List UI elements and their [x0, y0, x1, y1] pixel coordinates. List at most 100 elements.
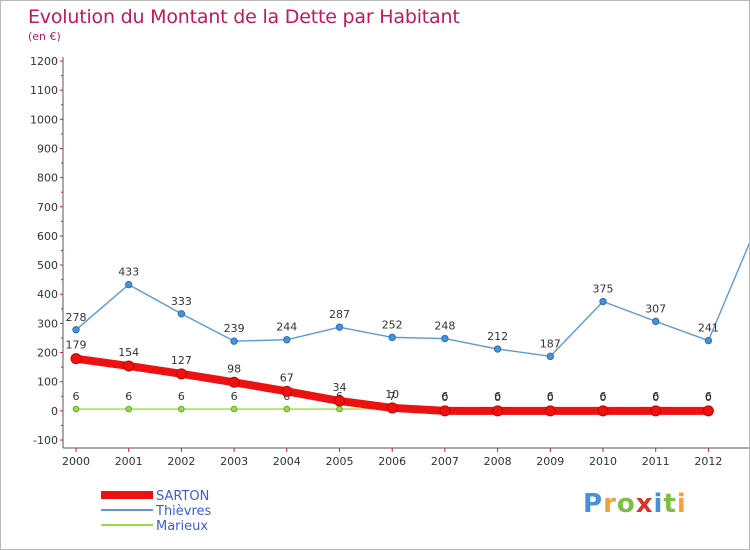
- data-label: 287: [329, 308, 350, 321]
- logo-letter: x: [635, 489, 654, 519]
- data-point: [72, 405, 80, 413]
- data-point: [334, 395, 345, 407]
- x-tick-label: 2006: [378, 455, 406, 468]
- series-line-thièvres: [75, 242, 749, 358]
- x-tick-label: 2008: [484, 455, 512, 468]
- data-point: [597, 405, 609, 417]
- data-label: 154: [118, 346, 139, 359]
- legend-label: SARTON: [156, 489, 209, 504]
- data-point: [336, 405, 343, 413]
- data-label: 10: [385, 388, 399, 401]
- data-label: 6: [178, 390, 185, 403]
- x-tick-label: 2000: [62, 455, 90, 468]
- data-point: [175, 368, 187, 380]
- data-point: [281, 385, 293, 397]
- data-label: 6: [652, 390, 659, 403]
- y-tick-label: 1000: [30, 113, 58, 126]
- legend-label: Thièvres: [155, 504, 212, 519]
- data-label: 7: [389, 390, 396, 403]
- y-tick-label: -100: [33, 434, 58, 447]
- data-label: 6: [441, 390, 448, 403]
- x-tick-label: 2001: [115, 455, 143, 468]
- x-tick-label: 2010: [589, 455, 617, 468]
- data-label: 179: [66, 339, 87, 352]
- data-label: 0: [494, 391, 501, 404]
- y-tick-label: 100: [37, 376, 58, 389]
- y-tick-label: 600: [37, 230, 58, 243]
- y-tick-label: 0: [51, 405, 58, 418]
- data-label: 248: [434, 320, 455, 333]
- logo-letter: i: [676, 489, 687, 519]
- data-label: 98: [227, 362, 241, 375]
- x-tick-label: 2011: [642, 455, 670, 468]
- data-label: 0: [600, 391, 607, 404]
- data-label: 6: [494, 390, 501, 403]
- logo-letter: o: [616, 489, 636, 519]
- y-tick-label: 200: [37, 347, 58, 360]
- data-label: 127: [171, 354, 192, 367]
- data-point: [283, 405, 291, 413]
- data-label: 0: [705, 391, 712, 404]
- data-label: 241: [698, 322, 719, 335]
- x-tick-label: 2009: [536, 455, 564, 468]
- data-point: [123, 360, 135, 372]
- data-point: [652, 317, 660, 326]
- x-tick-label: 2003: [220, 455, 248, 468]
- data-label: 333: [171, 295, 192, 308]
- x-tick-label: 2012: [694, 455, 722, 468]
- data-label: 6: [547, 390, 554, 403]
- data-point: [228, 376, 240, 388]
- chart-subtitle: (en €): [28, 30, 61, 43]
- data-label: 252: [382, 318, 403, 331]
- y-tick-label: 800: [37, 172, 58, 185]
- logo-letter: t: [663, 489, 677, 519]
- data-label: 212: [487, 330, 508, 343]
- data-label: 307: [645, 302, 666, 315]
- data-label: 6: [73, 390, 80, 403]
- x-tick-label: 2007: [431, 455, 459, 468]
- data-point: [441, 334, 449, 343]
- data-label: 0: [441, 391, 448, 404]
- data-label: 6: [125, 390, 132, 403]
- data-label: 187: [540, 337, 561, 350]
- x-tick-label: 2002: [167, 455, 195, 468]
- chart-title: Evolution du Montant de la Dette par Hab…: [28, 6, 460, 28]
- data-label: 433: [118, 266, 139, 279]
- data-point: [439, 405, 451, 417]
- data-point: [546, 352, 554, 361]
- logo-letter: r: [603, 489, 617, 519]
- y-tick-label: 400: [37, 288, 58, 301]
- x-tick-label: 2005: [326, 455, 354, 468]
- data-label: 6: [600, 390, 607, 403]
- data-point: [388, 333, 396, 342]
- data-label: 34: [333, 381, 347, 394]
- data-label: 278: [66, 311, 87, 324]
- data-point: [702, 405, 714, 417]
- logo-letter: i: [653, 489, 664, 519]
- proxiti-logo: Proxiti: [583, 489, 687, 519]
- data-label: 239: [224, 322, 245, 335]
- data-point: [492, 405, 504, 417]
- data-label: 375: [593, 283, 614, 296]
- data-point: [386, 402, 398, 414]
- data-label: 0: [652, 391, 659, 404]
- data-point: [125, 405, 132, 413]
- data-label: 244: [276, 321, 297, 334]
- data-point: [283, 336, 291, 344]
- data-point: [72, 326, 80, 334]
- y-tick-label: 1100: [30, 84, 58, 97]
- data-point: [125, 280, 133, 289]
- data-label: 6: [705, 390, 712, 403]
- data-point: [544, 405, 556, 417]
- data-point: [704, 336, 713, 345]
- data-point: [650, 405, 662, 417]
- data-label: 6: [231, 390, 238, 403]
- data-point: [230, 337, 238, 345]
- data-label: 0: [547, 391, 554, 404]
- x-tick-label: 2004: [273, 455, 301, 468]
- data-label: 67: [280, 371, 294, 384]
- y-tick-label: 900: [37, 142, 58, 155]
- data-point: [599, 297, 607, 306]
